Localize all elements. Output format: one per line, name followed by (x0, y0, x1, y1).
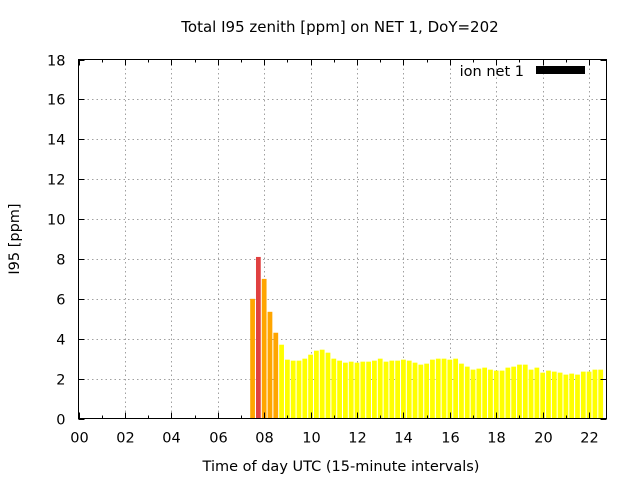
bar (598, 369, 604, 419)
y-tick-label: 16 (47, 93, 65, 109)
bar (354, 362, 360, 419)
x-tick-label: 10 (302, 431, 320, 447)
bar (499, 370, 505, 419)
bar (546, 370, 551, 419)
y-tick-label: 12 (47, 173, 65, 189)
bar (348, 361, 354, 419)
bar (441, 358, 447, 419)
bar (430, 359, 435, 419)
bar (482, 367, 488, 419)
y-tick-label: 6 (56, 293, 65, 309)
y-tick-label: 4 (56, 333, 65, 349)
bar (308, 354, 313, 419)
bar (343, 362, 348, 419)
bar (586, 371, 592, 419)
bar (383, 361, 389, 419)
bar (261, 278, 267, 419)
bar (331, 358, 337, 419)
bar (337, 360, 342, 419)
y-tick-label: 8 (56, 253, 65, 269)
x-tick-label: 16 (441, 431, 459, 447)
bar (493, 370, 499, 419)
x-tick-label: 14 (394, 431, 412, 447)
bar (401, 359, 406, 419)
bar (255, 256, 261, 419)
bar (580, 371, 586, 419)
bar (296, 360, 302, 419)
bar (551, 371, 557, 419)
bar (522, 364, 528, 419)
grid (78, 59, 607, 419)
tick-marks (78, 59, 607, 420)
bar (488, 369, 493, 419)
bar (557, 372, 563, 419)
bar (377, 358, 383, 419)
bar (314, 350, 319, 419)
legend-label: ion net 1 (460, 64, 524, 80)
y-tick-label: 10 (47, 213, 65, 229)
bar (459, 363, 464, 419)
plot-frame (78, 59, 607, 419)
bar (285, 359, 290, 419)
bar (412, 362, 418, 419)
x-tick-label: 02 (116, 431, 134, 447)
bar (418, 364, 424, 419)
legend-swatch (536, 66, 585, 74)
x-tick-label: 06 (209, 431, 227, 447)
bar (592, 369, 598, 419)
bar (534, 367, 540, 419)
bar (424, 363, 430, 419)
bar (575, 374, 580, 419)
bar (505, 367, 511, 419)
x-tick-label: 04 (162, 431, 180, 447)
bars (250, 256, 604, 419)
bar (250, 298, 255, 419)
bar (447, 359, 453, 419)
x-tick-label: 20 (534, 431, 552, 447)
x-tick-label: 08 (255, 431, 273, 447)
y-tick-label: 2 (56, 373, 65, 389)
bar (267, 311, 273, 419)
x-tick-label: 22 (580, 431, 598, 447)
y-tick-label: 18 (47, 54, 65, 70)
bar (290, 360, 296, 419)
bar (366, 361, 371, 419)
x-tick-label: 00 (70, 431, 88, 447)
bar (406, 360, 412, 419)
bar (395, 360, 400, 419)
bar (528, 369, 534, 419)
y-tick-label: 0 (56, 413, 65, 429)
bar (517, 364, 522, 419)
bar (273, 332, 279, 419)
bar (389, 360, 395, 419)
y-tick-label: 14 (47, 133, 65, 149)
bar (569, 373, 575, 419)
bar (540, 372, 546, 419)
bar (476, 368, 482, 419)
x-tick-label: 12 (348, 431, 366, 447)
bar (372, 360, 377, 419)
bar (325, 352, 331, 419)
bar (360, 361, 366, 419)
bar (453, 358, 459, 419)
x-tick-label: 18 (487, 431, 505, 447)
x-axis-ticks: 00 02 04 06 08 10 12 14 16 18 20 22 (70, 431, 598, 447)
y-axis-ticks: 0 2 4 6 8 10 12 14 16 18 (47, 54, 65, 429)
bar (279, 344, 284, 419)
bar (464, 366, 470, 419)
y-axis-label: I95 [ppm] (7, 203, 23, 274)
bar (470, 369, 476, 419)
bar (435, 358, 441, 419)
bar (511, 366, 517, 419)
bar (319, 349, 325, 419)
legend: ion net 1 (460, 64, 585, 80)
chart-title: Total I95 zenith [ppm] on NET 1, DoY=202 (180, 18, 498, 36)
x-axis-label: Time of day UTC (15-minute intervals) (202, 459, 480, 475)
bar (302, 358, 308, 419)
bar (563, 374, 569, 419)
